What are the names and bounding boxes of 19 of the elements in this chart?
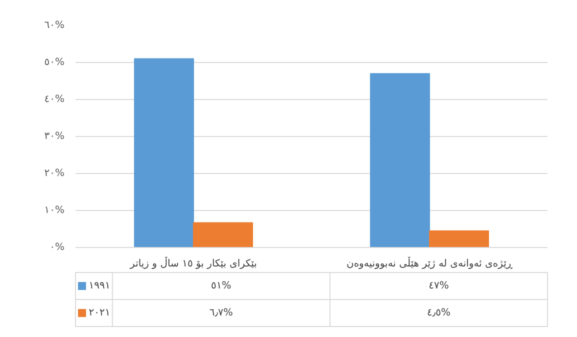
data-label: ٤٧%	[428, 280, 449, 292]
x-tick-label: بێکرای بێکار بۆ ١٥ ساڵ و زیاتر	[129, 256, 257, 270]
y-tick-label: ١٠%	[44, 205, 65, 216]
y-tick-label: ٦٠%	[44, 20, 65, 31]
bar	[429, 230, 489, 248]
x-tick-label: ڕێژەی ئەوانەی لە ژێر هێڵی نەبوونیەوەن	[346, 256, 514, 270]
bar	[134, 58, 194, 248]
data-label: ٥١%	[211, 280, 232, 292]
data-label: ٤٫٥%	[426, 308, 450, 318]
y-tick-label: ٣٠%	[44, 131, 65, 142]
y-tick-label: ٥٠%	[44, 57, 65, 68]
bar	[370, 73, 430, 248]
y-tick-label: ٠%	[50, 242, 65, 253]
bar	[193, 222, 253, 248]
data-label: ٦٫٧%	[209, 308, 233, 318]
legend-label: ١٩٩١	[88, 280, 110, 292]
y-tick-label: ٢٠%	[44, 168, 65, 179]
legend-label: ٢٠٢١	[88, 308, 110, 318]
y-tick-label: ٤٠%	[44, 94, 65, 105]
